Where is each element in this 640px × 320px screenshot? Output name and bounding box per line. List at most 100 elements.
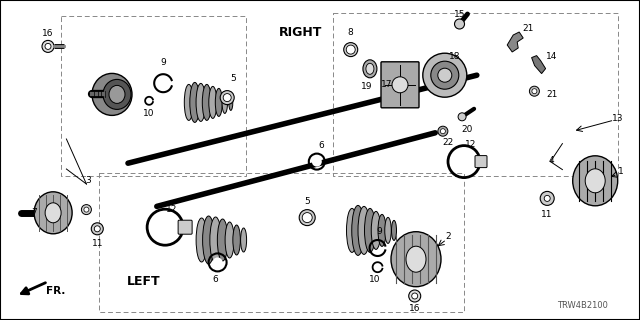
Circle shape bbox=[458, 113, 466, 121]
Ellipse shape bbox=[222, 92, 228, 113]
Circle shape bbox=[454, 19, 465, 29]
Text: FR.: FR. bbox=[46, 286, 65, 296]
Circle shape bbox=[344, 43, 358, 57]
Ellipse shape bbox=[229, 94, 233, 110]
Text: 8: 8 bbox=[348, 28, 353, 36]
Circle shape bbox=[300, 210, 316, 226]
Ellipse shape bbox=[392, 220, 397, 240]
Text: 11: 11 bbox=[541, 210, 553, 219]
Text: 6: 6 bbox=[213, 276, 218, 284]
Circle shape bbox=[223, 93, 231, 101]
Circle shape bbox=[45, 44, 51, 49]
FancyBboxPatch shape bbox=[178, 220, 192, 234]
Circle shape bbox=[84, 207, 89, 212]
Ellipse shape bbox=[218, 219, 228, 261]
Text: 5: 5 bbox=[305, 197, 310, 206]
Text: RIGHT: RIGHT bbox=[279, 26, 323, 38]
Text: 9: 9 bbox=[377, 228, 382, 236]
Text: 12: 12 bbox=[465, 140, 476, 148]
Ellipse shape bbox=[363, 60, 377, 78]
Circle shape bbox=[431, 61, 459, 89]
Circle shape bbox=[532, 89, 537, 94]
Circle shape bbox=[81, 204, 92, 215]
Ellipse shape bbox=[109, 85, 125, 103]
Circle shape bbox=[529, 86, 540, 96]
Text: 21: 21 bbox=[546, 90, 557, 99]
Text: 20: 20 bbox=[461, 125, 473, 134]
Text: 3: 3 bbox=[86, 176, 91, 185]
Ellipse shape bbox=[34, 192, 72, 234]
Text: 5: 5 bbox=[231, 74, 236, 83]
Ellipse shape bbox=[190, 83, 200, 123]
Text: 16: 16 bbox=[409, 304, 420, 313]
Ellipse shape bbox=[391, 232, 441, 287]
Text: 4: 4 bbox=[549, 156, 554, 164]
Polygon shape bbox=[508, 32, 524, 52]
Ellipse shape bbox=[371, 212, 381, 249]
Circle shape bbox=[438, 68, 452, 82]
Ellipse shape bbox=[196, 84, 205, 121]
Ellipse shape bbox=[92, 73, 132, 116]
Text: 2: 2 bbox=[445, 232, 451, 241]
Text: 6: 6 bbox=[319, 141, 324, 150]
Ellipse shape bbox=[352, 205, 364, 255]
Ellipse shape bbox=[585, 169, 605, 193]
Text: 18: 18 bbox=[449, 52, 460, 60]
Ellipse shape bbox=[346, 208, 358, 252]
Ellipse shape bbox=[366, 63, 374, 74]
Ellipse shape bbox=[573, 156, 618, 206]
Circle shape bbox=[423, 53, 467, 97]
Polygon shape bbox=[532, 56, 545, 74]
Ellipse shape bbox=[385, 217, 391, 244]
Circle shape bbox=[92, 223, 103, 235]
Text: 19: 19 bbox=[361, 82, 372, 91]
Circle shape bbox=[409, 290, 420, 302]
Text: 13: 13 bbox=[612, 114, 623, 123]
Circle shape bbox=[540, 191, 554, 205]
Text: 9: 9 bbox=[161, 58, 166, 67]
Ellipse shape bbox=[233, 225, 241, 255]
Text: LEFT: LEFT bbox=[127, 275, 161, 288]
Text: 17: 17 bbox=[381, 80, 393, 89]
Text: 12: 12 bbox=[166, 205, 177, 214]
Circle shape bbox=[392, 77, 408, 93]
Text: 10: 10 bbox=[369, 276, 380, 284]
Text: 15: 15 bbox=[454, 10, 465, 19]
Ellipse shape bbox=[202, 84, 211, 120]
Ellipse shape bbox=[378, 214, 386, 246]
Text: 1: 1 bbox=[618, 167, 623, 176]
Ellipse shape bbox=[210, 217, 221, 263]
Ellipse shape bbox=[365, 208, 376, 252]
FancyBboxPatch shape bbox=[475, 156, 487, 168]
Circle shape bbox=[42, 40, 54, 52]
Circle shape bbox=[212, 257, 223, 268]
Text: 10: 10 bbox=[143, 109, 155, 118]
Ellipse shape bbox=[45, 203, 61, 223]
Circle shape bbox=[302, 212, 312, 223]
Ellipse shape bbox=[196, 218, 207, 262]
Circle shape bbox=[312, 156, 322, 167]
Ellipse shape bbox=[103, 79, 131, 109]
Ellipse shape bbox=[184, 84, 193, 120]
Circle shape bbox=[440, 129, 445, 134]
Text: 14: 14 bbox=[546, 52, 557, 60]
Ellipse shape bbox=[225, 222, 234, 258]
Text: 22: 22 bbox=[442, 138, 454, 147]
Text: 11: 11 bbox=[92, 239, 103, 248]
Circle shape bbox=[220, 91, 234, 105]
Text: 21: 21 bbox=[522, 24, 534, 33]
Circle shape bbox=[438, 126, 448, 136]
Circle shape bbox=[94, 226, 100, 232]
Ellipse shape bbox=[215, 88, 222, 116]
Ellipse shape bbox=[209, 86, 217, 118]
Text: TRW4B2100: TRW4B2100 bbox=[557, 301, 608, 310]
FancyBboxPatch shape bbox=[381, 62, 419, 108]
Circle shape bbox=[544, 196, 550, 201]
Circle shape bbox=[412, 293, 418, 299]
Circle shape bbox=[346, 45, 355, 54]
Text: 16: 16 bbox=[42, 29, 54, 38]
Ellipse shape bbox=[358, 206, 370, 254]
Text: 7: 7 bbox=[32, 208, 37, 217]
Ellipse shape bbox=[203, 216, 214, 264]
Ellipse shape bbox=[241, 228, 246, 252]
